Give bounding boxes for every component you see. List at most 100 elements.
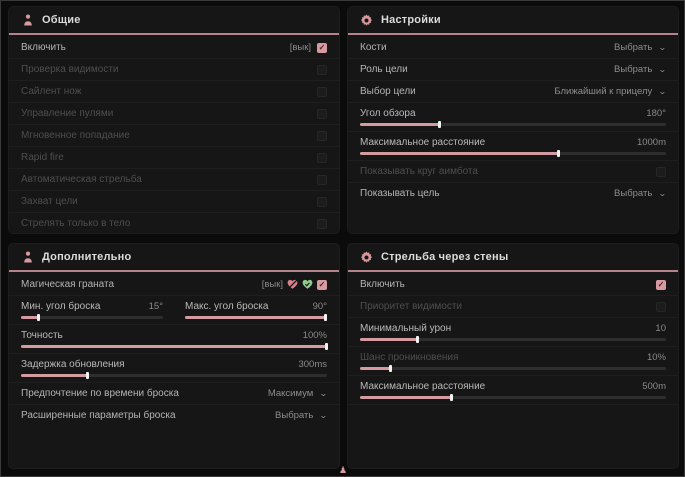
slider-value: 180° bbox=[646, 107, 666, 119]
row-label: Стрелять только в тело bbox=[21, 218, 131, 229]
wallbang-max-distance-slider[interactable] bbox=[360, 394, 666, 401]
toggle-row-show-aimbot-circle[interactable]: Показывать круг аимбота bbox=[348, 161, 678, 183]
row-label: Rapid fire bbox=[21, 152, 64, 163]
row-label: Сайлент нож bbox=[21, 86, 82, 97]
keybind-value: [вык] bbox=[289, 42, 311, 53]
checkbox-checked-icon[interactable]: ✓ bbox=[656, 279, 666, 290]
dropdown-row-bones[interactable]: Кости Выбрать ⌄ bbox=[348, 37, 678, 59]
checkbox-unchecked-icon[interactable] bbox=[317, 130, 327, 141]
toggle-row-visibility-check[interactable]: Проверка видимости bbox=[9, 59, 339, 81]
wallbang-rows: Включить ✓ Приоритет видимости Минимальн… bbox=[348, 272, 678, 407]
slider-row-wallbang-max-distance: Максимальное расстояние 500m bbox=[348, 376, 678, 405]
checkbox-checked-icon[interactable]: ✓ bbox=[317, 42, 327, 53]
toggle-row-visibility-priority[interactable]: Приоритет видимости bbox=[348, 296, 678, 318]
penetration-chance-slider[interactable] bbox=[360, 365, 666, 372]
slider-row-update-delay: Задержка обновления 300ms bbox=[9, 354, 339, 383]
slider-handle[interactable] bbox=[416, 336, 420, 343]
toggle-row-enable[interactable]: Включить [вык] ✓ bbox=[9, 37, 339, 59]
slider-row-accuracy: Точность 100% bbox=[9, 325, 339, 354]
dropdown-row-throw-time[interactable]: Предпочтение по времени броска Максимум … bbox=[9, 383, 339, 405]
slider-handle[interactable] bbox=[449, 394, 453, 401]
slider-value: 300ms bbox=[298, 358, 327, 370]
checkbox-checked-icon[interactable]: ✓ bbox=[317, 279, 327, 290]
slider-handle[interactable] bbox=[86, 372, 90, 379]
dropdown-row-advanced-throw[interactable]: Расширенные параметры броска Выбрать ⌄ bbox=[9, 405, 339, 426]
accuracy-slider[interactable] bbox=[21, 343, 328, 350]
row-label: Роль цели bbox=[360, 64, 408, 75]
dual-slider-row-throw-angles: Мин. угол броска 15° Макс. угол броска 9… bbox=[9, 296, 339, 325]
panel-settings-header: Настройки bbox=[348, 7, 678, 35]
slider-handle[interactable] bbox=[37, 314, 41, 321]
min-throw-half: Мин. угол броска 15° bbox=[21, 299, 163, 321]
toggle-row-silent-knife[interactable]: Сайлент нож bbox=[9, 81, 339, 103]
checkbox-unchecked-icon[interactable] bbox=[317, 174, 327, 185]
person-icon bbox=[21, 14, 34, 27]
checkbox-unchecked-icon[interactable] bbox=[317, 108, 327, 119]
toggle-row-instant-hit[interactable]: Мгновенное попадание bbox=[9, 125, 339, 147]
checkbox-unchecked-icon[interactable] bbox=[317, 196, 327, 207]
dropdown-row-show-target[interactable]: Показывать цель Выбрать ⌄ bbox=[348, 183, 678, 204]
gear-icon bbox=[360, 13, 373, 27]
fov-slider[interactable] bbox=[360, 121, 666, 128]
toggle-row-rapid-fire[interactable]: Rapid fire bbox=[9, 147, 339, 169]
advanced-throw-dropdown[interactable]: Выбрать ⌄ bbox=[275, 410, 329, 421]
dropdown-value: Выбрать bbox=[275, 410, 314, 421]
show-target-dropdown[interactable]: Выбрать ⌄ bbox=[614, 188, 667, 199]
row-label: Проверка видимости bbox=[21, 64, 119, 75]
dropdown-value: Выбрать bbox=[614, 188, 653, 199]
checkbox-unchecked-icon[interactable] bbox=[317, 152, 327, 163]
heart-slash-icon[interactable] bbox=[287, 279, 298, 290]
panel-general-header: Общие bbox=[9, 7, 339, 35]
update-delay-slider[interactable] bbox=[21, 372, 327, 379]
checkbox-unchecked-icon[interactable] bbox=[317, 64, 327, 75]
dropdown-value: Максимум bbox=[267, 388, 314, 399]
toggle-row-magic-grenade[interactable]: Магическая граната [вык] ✓ bbox=[9, 274, 339, 296]
checkbox-unchecked-icon[interactable] bbox=[656, 301, 666, 312]
throw-time-dropdown[interactable]: Максимум ⌄ bbox=[267, 388, 328, 399]
max-throw-slider[interactable] bbox=[185, 314, 327, 321]
dropdown-value: Выбрать bbox=[614, 64, 653, 75]
dropdown-value: Выбрать bbox=[614, 42, 653, 53]
slider-handle[interactable] bbox=[437, 121, 441, 128]
chevron-down-icon: ⌄ bbox=[658, 43, 668, 52]
row-label: Мгновенное попадание bbox=[21, 130, 130, 141]
row-label: Минимальный урон bbox=[360, 322, 452, 334]
toggle-row-target-lock[interactable]: Захват цели bbox=[9, 191, 339, 213]
toggle-row-auto-fire[interactable]: Автоматическая стрельба bbox=[9, 169, 339, 191]
row-label: Приоритет видимости bbox=[360, 301, 463, 312]
chevron-down-icon: ⌄ bbox=[658, 87, 668, 96]
chevron-down-icon: ⌄ bbox=[319, 411, 329, 420]
checkbox-unchecked-icon[interactable] bbox=[317, 218, 327, 229]
panel-title: Стрельба через стены bbox=[381, 251, 509, 263]
dropdown-row-target-role[interactable]: Роль цели Выбрать ⌄ bbox=[348, 59, 678, 81]
target-role-dropdown[interactable]: Выбрать ⌄ bbox=[614, 64, 667, 75]
row-label: Магическая граната bbox=[21, 279, 115, 290]
dropdown-row-target-select[interactable]: Выбор цели Ближайший к прицелу ⌄ bbox=[348, 81, 678, 103]
min-throw-slider[interactable] bbox=[21, 314, 163, 321]
bones-dropdown[interactable]: Выбрать ⌄ bbox=[614, 42, 668, 53]
slider-handle[interactable] bbox=[325, 343, 328, 350]
toggle-row-wallbang-enable[interactable]: Включить ✓ bbox=[348, 274, 678, 296]
row-label: Мин. угол броска bbox=[21, 300, 101, 312]
max-distance-slider[interactable] bbox=[360, 150, 666, 157]
slider-handle[interactable] bbox=[388, 365, 392, 372]
slider-handle[interactable] bbox=[323, 314, 327, 321]
toggle-row-body-only[interactable]: Стрелять только в тело bbox=[9, 213, 339, 233]
general-rows: Включить [вык] ✓ Проверка видимости Сайл… bbox=[9, 35, 339, 233]
checkbox-unchecked-icon[interactable] bbox=[317, 86, 327, 97]
target-select-dropdown[interactable]: Ближайший к прицелу ⌄ bbox=[554, 86, 668, 97]
row-label: Захват цели bbox=[21, 196, 78, 207]
min-damage-slider[interactable] bbox=[360, 336, 666, 343]
checkbox-unchecked-icon[interactable] bbox=[656, 166, 666, 177]
slider-value: 500m bbox=[642, 380, 666, 392]
slider-handle[interactable] bbox=[556, 150, 560, 157]
row-label: Показывать круг аимбота bbox=[360, 166, 478, 177]
panel-grid: Общие Включить [вык] ✓ Проверка видимост… bbox=[9, 7, 678, 468]
panel-title: Дополнительно bbox=[42, 251, 132, 263]
panel-wallbang: Стрельба через стены Включить ✓ Приорите… bbox=[348, 244, 678, 468]
panel-additional-header: Дополнительно bbox=[9, 244, 339, 272]
slider-row-max-distance: Максимальное расстояние 1000m bbox=[348, 132, 678, 161]
heart-check-icon[interactable] bbox=[302, 279, 313, 290]
toggle-row-bullet-control[interactable]: Управление пулями bbox=[9, 103, 339, 125]
additional-rows: Магическая граната [вык] ✓ Мин. угол бро… bbox=[9, 272, 339, 428]
